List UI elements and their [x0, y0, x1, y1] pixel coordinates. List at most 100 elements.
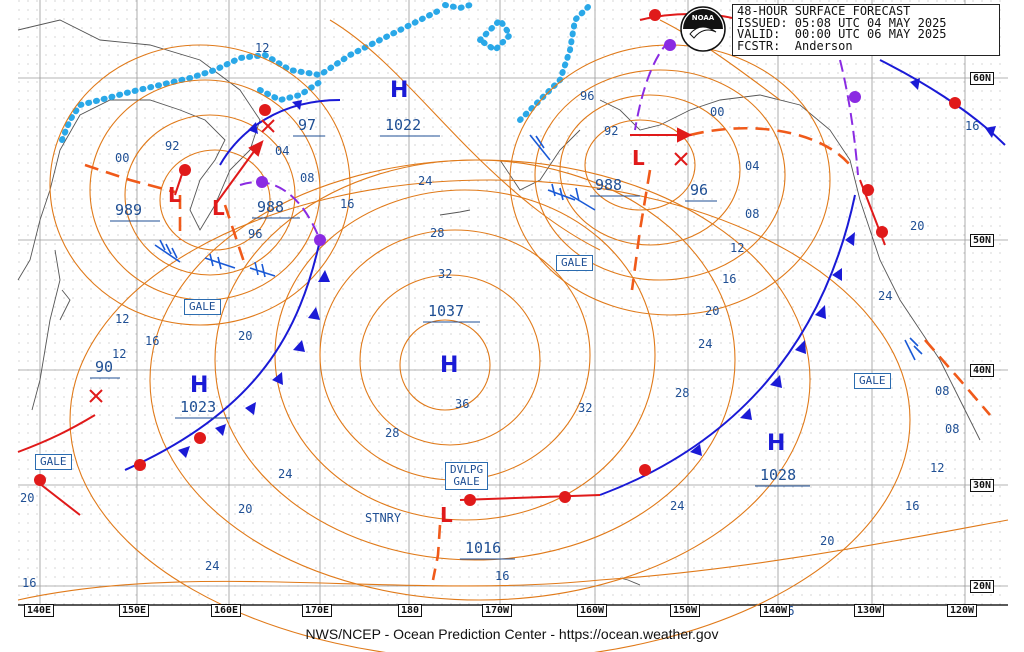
noaa-logo-icon: NOAA — [680, 6, 726, 52]
developing-gale-warning: DVLPG GALE — [445, 462, 489, 490]
lat-lon-grid — [18, 0, 1008, 605]
isobar-label: 08 — [300, 171, 314, 185]
lat-label: 40N — [970, 364, 995, 377]
isobar-label: 24 — [878, 289, 892, 303]
lat-label: 30N — [970, 479, 995, 492]
lon-label: 150E — [119, 604, 150, 617]
low-symbol: L — [632, 146, 645, 170]
gale-warning: GALE — [556, 255, 593, 271]
noaa-logo-text: NOAA — [692, 14, 715, 22]
isobar-label: 20 — [238, 502, 252, 516]
lon-label: 140E — [24, 604, 55, 617]
lon-label: 170W — [482, 604, 513, 617]
low-symbol: L — [440, 503, 453, 527]
high-symbol: H — [767, 431, 785, 456]
dvlpg-line: DVLPG — [450, 463, 484, 476]
pressure-value: 1023 — [180, 398, 216, 416]
forecast-low-value: 90 — [95, 358, 113, 376]
isobar-label: 12 — [255, 41, 269, 55]
map-background — [18, 0, 1008, 605]
storm-tracks — [174, 127, 693, 206]
dvlpg-gale-line: GALE — [453, 475, 480, 488]
lon-label: 150W — [670, 604, 701, 617]
isobar-label: 12 — [112, 347, 126, 361]
header-issued: ISSUED: 05:08 UTC 04 MAY 2025 — [737, 15, 947, 30]
forecast-header: 48-HOUR SURFACE FORECAST ISSUED: 05:08 U… — [732, 4, 1000, 56]
occluded-front-symbols — [256, 39, 861, 246]
pressure-value: 1037 — [428, 302, 464, 320]
lon-label: 160W — [577, 604, 608, 617]
pressure-value: 1016 — [465, 539, 501, 557]
forecast-position-x — [89, 119, 688, 403]
isobar-label: 00 — [115, 151, 129, 165]
isobar-label: 92 — [604, 124, 618, 138]
gale-warning: GALE — [184, 299, 221, 315]
lat-label: 20N — [970, 580, 995, 593]
isobar-label: 96 — [248, 227, 262, 241]
forecast-low-value: 96 — [690, 181, 708, 199]
value-underlines — [90, 135, 810, 560]
isobar-label: 24 — [278, 467, 292, 481]
warm-front-bumps — [34, 9, 961, 506]
high-symbol: H — [440, 353, 458, 378]
gale-wind-barbs — [154, 134, 923, 361]
isobar-label: 24 — [205, 559, 219, 573]
pressure-value: 988 — [595, 176, 622, 194]
header-valid: VALID: 00:00 UTC 06 MAY 2025 — [737, 27, 947, 41]
isobar-label: 16 — [22, 576, 36, 590]
isobar-label: 28 — [430, 226, 444, 240]
isobar-label: 16 — [495, 569, 509, 583]
forecast-low-value: 97 — [298, 116, 316, 134]
isobar-label: 16 — [905, 499, 919, 513]
lat-label: 50N — [970, 234, 995, 247]
lon-label: 130W — [854, 604, 885, 617]
low-symbol: L — [168, 183, 181, 207]
isobar-label: 16 — [145, 334, 159, 348]
pressure-symbols: H H H H L L L L — [168, 78, 785, 527]
pressure-values: 1022 989 988 988 1037 1023 1028 1016 97 … — [95, 116, 796, 557]
isobar-label: 24 — [670, 499, 684, 513]
isobar-label: 04 — [745, 159, 759, 173]
isobar-label: 20 — [820, 534, 834, 548]
isobar-label: 08 — [945, 422, 959, 436]
isobar-label: 32 — [438, 267, 452, 281]
pressure-value: 1022 — [385, 116, 421, 134]
lon-label: 160E — [211, 604, 242, 617]
isobar-label: 28 — [385, 426, 399, 440]
pressure-value: 988 — [257, 198, 284, 216]
cold-front-barbs — [178, 78, 996, 458]
isobar-label: 24 — [698, 337, 712, 351]
isobar-label: 20 — [20, 491, 34, 505]
troughs — [84, 126, 991, 581]
ice-edge — [59, 2, 593, 143]
header-forecaster: FCSTR: Anderson — [737, 38, 853, 53]
isobars — [17, 19, 1009, 652]
isobar-label: 28 — [675, 386, 689, 400]
pressure-value: 1028 — [760, 466, 796, 484]
isobar-label: 08 — [745, 207, 759, 221]
low-symbol: L — [212, 196, 225, 220]
isobar-label: 96 — [580, 89, 594, 103]
isobar-label: 36 — [455, 397, 469, 411]
stationary-label: STNRY — [365, 511, 402, 525]
isobar-label: 08 — [935, 384, 949, 398]
isobar-label: 16 — [965, 119, 979, 133]
isobar-label: 00 — [710, 105, 724, 119]
isobar-label: 20 — [910, 219, 924, 233]
isobar-label: 20 — [238, 329, 252, 343]
lon-label: 140W — [760, 604, 791, 617]
isobar-label: 12 — [930, 461, 944, 475]
isobar-label: 92 — [165, 139, 179, 153]
isobar-label: 24 — [418, 174, 432, 188]
high-symbol: H — [190, 373, 208, 398]
coastlines — [17, 19, 981, 586]
isobar-label: 16 — [340, 197, 354, 211]
gale-warning: GALE — [854, 373, 891, 389]
lon-label: 170E — [302, 604, 333, 617]
isobar-label: 16 — [722, 272, 736, 286]
header-title: 48-HOUR SURFACE FORECAST — [737, 4, 911, 18]
high-symbol: H — [390, 78, 408, 103]
lon-label: 120W — [947, 604, 978, 617]
